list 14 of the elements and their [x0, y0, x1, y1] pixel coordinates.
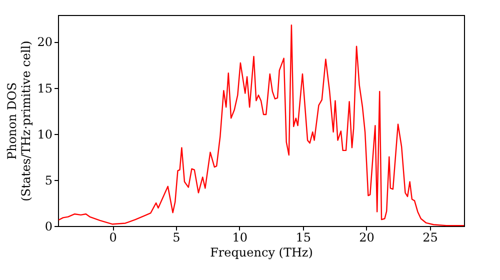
- x-axis-title: Frequency (THz): [210, 246, 313, 260]
- x-tick-label: 15: [296, 230, 312, 244]
- x-tick-label: 5: [172, 230, 180, 244]
- y-tick-label: 20: [37, 35, 52, 50]
- x-tick-label: 20: [359, 230, 374, 244]
- x-tick-label: 10: [232, 230, 248, 244]
- y-tick-label: 10: [37, 127, 52, 142]
- x-tick-label: 25: [422, 230, 438, 244]
- y-tick-label: 0: [44, 220, 52, 234]
- y-axis-title: Phonon DOS (States/THz·primitive cell): [5, 40, 34, 202]
- x-tick-label: 0: [109, 230, 117, 244]
- y-tick-label: 15: [37, 81, 52, 96]
- line-series: [58, 24, 465, 226]
- y-tick-label: 5: [44, 173, 52, 188]
